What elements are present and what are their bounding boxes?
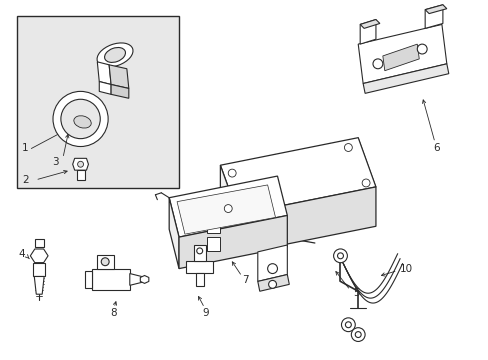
Circle shape — [224, 204, 232, 212]
Polygon shape — [33, 263, 45, 276]
Polygon shape — [220, 165, 238, 254]
Ellipse shape — [104, 48, 125, 62]
Circle shape — [337, 253, 343, 259]
Polygon shape — [77, 170, 84, 180]
Polygon shape — [99, 82, 111, 94]
Circle shape — [196, 248, 202, 254]
Polygon shape — [73, 158, 88, 170]
Polygon shape — [360, 19, 379, 28]
Circle shape — [333, 249, 346, 263]
Polygon shape — [424, 5, 446, 14]
Polygon shape — [111, 85, 128, 98]
Polygon shape — [129, 274, 142, 285]
Text: 9: 9 — [202, 308, 208, 318]
Text: 2: 2 — [22, 175, 29, 185]
Polygon shape — [257, 245, 287, 282]
Polygon shape — [238, 187, 375, 254]
Circle shape — [228, 169, 236, 177]
Bar — [17, 15, 179, 188]
Polygon shape — [358, 24, 446, 84]
Polygon shape — [185, 261, 213, 273]
Circle shape — [53, 91, 108, 147]
Circle shape — [341, 318, 355, 332]
Polygon shape — [424, 5, 442, 28]
Polygon shape — [257, 275, 289, 291]
Text: 10: 10 — [399, 264, 412, 274]
Polygon shape — [382, 44, 418, 71]
Circle shape — [345, 322, 350, 328]
Polygon shape — [193, 245, 205, 261]
Ellipse shape — [78, 161, 83, 167]
Text: 7: 7 — [241, 275, 248, 285]
Polygon shape — [169, 198, 179, 269]
Polygon shape — [360, 19, 375, 44]
Polygon shape — [206, 219, 220, 233]
Text: 1: 1 — [22, 144, 29, 153]
Polygon shape — [220, 138, 375, 215]
Circle shape — [362, 179, 369, 187]
Polygon shape — [169, 176, 287, 237]
Polygon shape — [92, 269, 129, 290]
Circle shape — [268, 280, 276, 288]
Ellipse shape — [74, 116, 91, 128]
Circle shape — [416, 44, 426, 54]
Polygon shape — [84, 271, 92, 288]
Text: 5: 5 — [352, 288, 359, 298]
Circle shape — [101, 258, 109, 266]
Polygon shape — [34, 276, 44, 294]
Polygon shape — [177, 185, 275, 234]
Circle shape — [267, 264, 277, 274]
Polygon shape — [97, 255, 114, 269]
Polygon shape — [97, 62, 111, 85]
Circle shape — [344, 144, 351, 152]
Ellipse shape — [97, 43, 133, 67]
Circle shape — [61, 99, 100, 139]
Polygon shape — [195, 273, 203, 286]
Polygon shape — [179, 215, 287, 269]
Text: 8: 8 — [110, 308, 117, 318]
Polygon shape — [109, 65, 128, 89]
Circle shape — [372, 59, 382, 69]
Circle shape — [350, 328, 365, 342]
Text: 3: 3 — [52, 157, 58, 167]
Polygon shape — [30, 249, 48, 263]
Circle shape — [355, 332, 361, 338]
Text: 6: 6 — [433, 144, 439, 153]
Polygon shape — [140, 275, 148, 283]
Polygon shape — [363, 64, 448, 93]
Bar — [35, 239, 44, 247]
Polygon shape — [206, 237, 220, 251]
Text: 4: 4 — [18, 249, 25, 259]
